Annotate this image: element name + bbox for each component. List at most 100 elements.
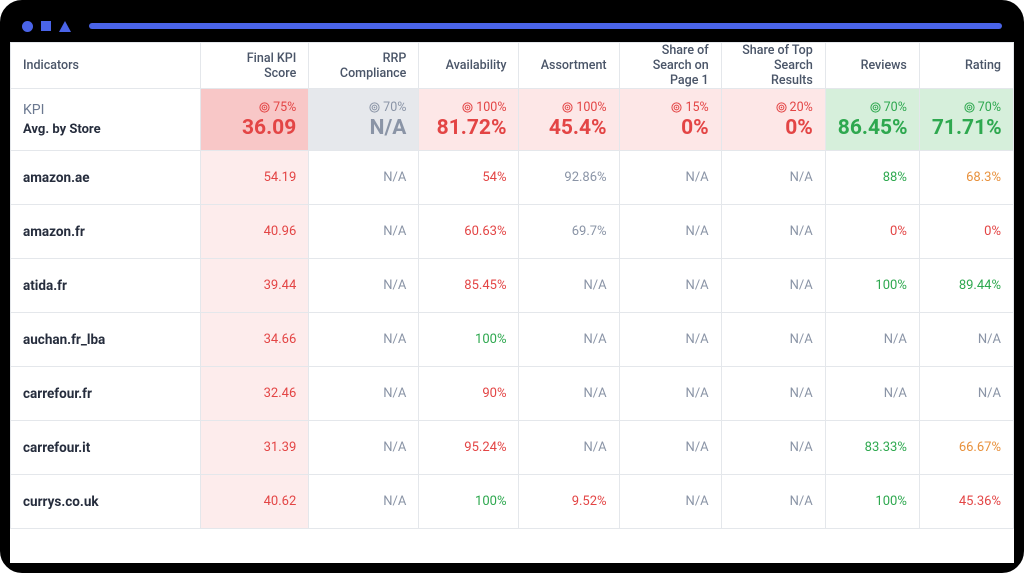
table-row[interactable]: carrefour.it31.39N/A95.24%N/AN/AN/A83.33… (11, 421, 1014, 475)
cell-value: 88% (883, 170, 907, 185)
kpi-target: 100% (531, 100, 606, 115)
kpi-target-value: 70% (383, 100, 406, 115)
kpi-cell: 20%0% (721, 89, 825, 151)
table-cell: 54.19 (201, 151, 309, 205)
table-cell: 31.39 (201, 421, 309, 475)
cell-value: 54.19 (264, 170, 297, 185)
cell-value: 0% (984, 224, 1001, 239)
table-cell: N/A (619, 367, 721, 421)
table-row[interactable]: amazon.fr40.96N/A60.63%69.7%N/AN/A0%0% (11, 205, 1014, 259)
kpi-value: 86.45% (838, 117, 907, 139)
cell-value: 40.62 (264, 494, 297, 509)
kpi-cell: 70%71.71% (919, 89, 1013, 151)
cell-value: 32.46 (264, 386, 297, 401)
cell-value: 39.44 (264, 278, 297, 293)
store-name: auchan.fr_lba (23, 332, 105, 348)
table-cell: N/A (721, 421, 825, 475)
cell-value: 90% (482, 386, 506, 401)
table-cell: 83.33% (825, 421, 919, 475)
kpi-summary-row: KPIAvg. by Store75%36.0970%N/A100%81.72%… (11, 89, 1014, 151)
target-icon (671, 102, 682, 113)
store-name: carrefour.it (23, 440, 90, 456)
kpi-target: 70% (932, 100, 1001, 115)
circle-icon (22, 21, 33, 32)
cell-value: N/A (790, 332, 813, 347)
kpi-value: 0% (734, 117, 813, 139)
store-name-cell: amazon.fr (11, 205, 201, 259)
store-name-cell: carrefour.it (11, 421, 201, 475)
table-cell: 100% (825, 475, 919, 529)
table-cell: 40.96 (201, 205, 309, 259)
table-cell: 66.67% (919, 421, 1013, 475)
store-name-cell: currys.co.uk (11, 475, 201, 529)
col-share-top[interactable]: Share of Top Search Results (721, 43, 825, 89)
table-cell: N/A (519, 259, 619, 313)
window-titlebar (10, 10, 1014, 42)
cell-value: N/A (790, 386, 813, 401)
table-cell: 92.86% (519, 151, 619, 205)
table-cell: 88% (825, 151, 919, 205)
cell-value: N/A (884, 332, 907, 347)
cell-value: 40.96 (264, 224, 297, 239)
cell-value: N/A (686, 494, 709, 509)
col-rating[interactable]: Rating (919, 43, 1013, 89)
cell-value: 66.67% (959, 440, 1001, 455)
table-cell: N/A (619, 313, 721, 367)
cell-value: N/A (686, 278, 709, 293)
window-controls (22, 21, 71, 32)
col-reviews[interactable]: Reviews (825, 43, 919, 89)
kpi-cell: 75%36.09 (201, 89, 309, 151)
table-cell: 85.45% (419, 259, 519, 313)
table-cell: 39.44 (201, 259, 309, 313)
table-row[interactable]: carrefour.fr32.46N/A90%N/AN/AN/AN/AN/A (11, 367, 1014, 421)
table-cell: 0% (825, 205, 919, 259)
kpi-target-value: 15% (685, 100, 708, 115)
col-assortment[interactable]: Assortment (519, 43, 619, 89)
kpi-target-value: 70% (978, 100, 1001, 115)
store-name: amazon.ae (23, 170, 90, 186)
col-rrp-compliance[interactable]: RRP Compliance (309, 43, 419, 89)
cell-value: 60.63% (464, 224, 506, 239)
col-final-kpi[interactable]: Final KPI Score (201, 43, 309, 89)
col-share-search[interactable]: Share of Search on Page 1 (619, 43, 721, 89)
table-cell: N/A (825, 313, 919, 367)
cell-value: 9.52% (572, 494, 607, 509)
cell-value: N/A (383, 440, 406, 455)
cell-value: N/A (583, 332, 606, 347)
cell-value: N/A (884, 386, 907, 401)
cell-value: N/A (686, 170, 709, 185)
table-cell: N/A (721, 367, 825, 421)
table-cell: 54% (419, 151, 519, 205)
address-bar[interactable] (89, 23, 1002, 29)
kpi-target: 100% (431, 100, 506, 115)
table-cell: N/A (721, 151, 825, 205)
kpi-cell: 70% 86.45% (825, 89, 919, 151)
table-cell: N/A (309, 475, 419, 529)
kpi-cell: 100%45.4% (519, 89, 619, 151)
table-cell: 100% (419, 313, 519, 367)
cell-value: 100% (875, 278, 906, 293)
table-cell: N/A (519, 313, 619, 367)
col-indicators[interactable]: Indicators (11, 43, 201, 89)
table-row[interactable]: amazon.ae54.19N/A54%92.86%N/AN/A88%68.3% (11, 151, 1014, 205)
cell-value: 100% (475, 332, 506, 347)
table-cell: N/A (721, 205, 825, 259)
col-availability[interactable]: Availability (419, 43, 519, 89)
store-name-cell: carrefour.fr (11, 367, 201, 421)
cell-value: N/A (583, 278, 606, 293)
kpi-target: 70% (838, 100, 907, 115)
table-cell: N/A (309, 313, 419, 367)
store-name: currys.co.uk (23, 494, 99, 510)
table-row[interactable]: atida.fr39.44N/A85.45%N/AN/AN/A100%89.44… (11, 259, 1014, 313)
table-cell: N/A (309, 367, 419, 421)
cell-value: 95.24% (464, 440, 506, 455)
target-icon (964, 102, 975, 113)
store-name-cell: auchan.fr_lba (11, 313, 201, 367)
cell-value: N/A (686, 224, 709, 239)
table-cell: 40.62 (201, 475, 309, 529)
kpi-target: 70% (321, 100, 406, 115)
table-row[interactable]: auchan.fr_lba34.66N/A100%N/AN/AN/AN/AN/A (11, 313, 1014, 367)
cell-value: N/A (383, 494, 406, 509)
table-row[interactable]: currys.co.uk40.62N/A100%9.52%N/AN/A100%4… (11, 475, 1014, 529)
table-cell: 0% (919, 205, 1013, 259)
